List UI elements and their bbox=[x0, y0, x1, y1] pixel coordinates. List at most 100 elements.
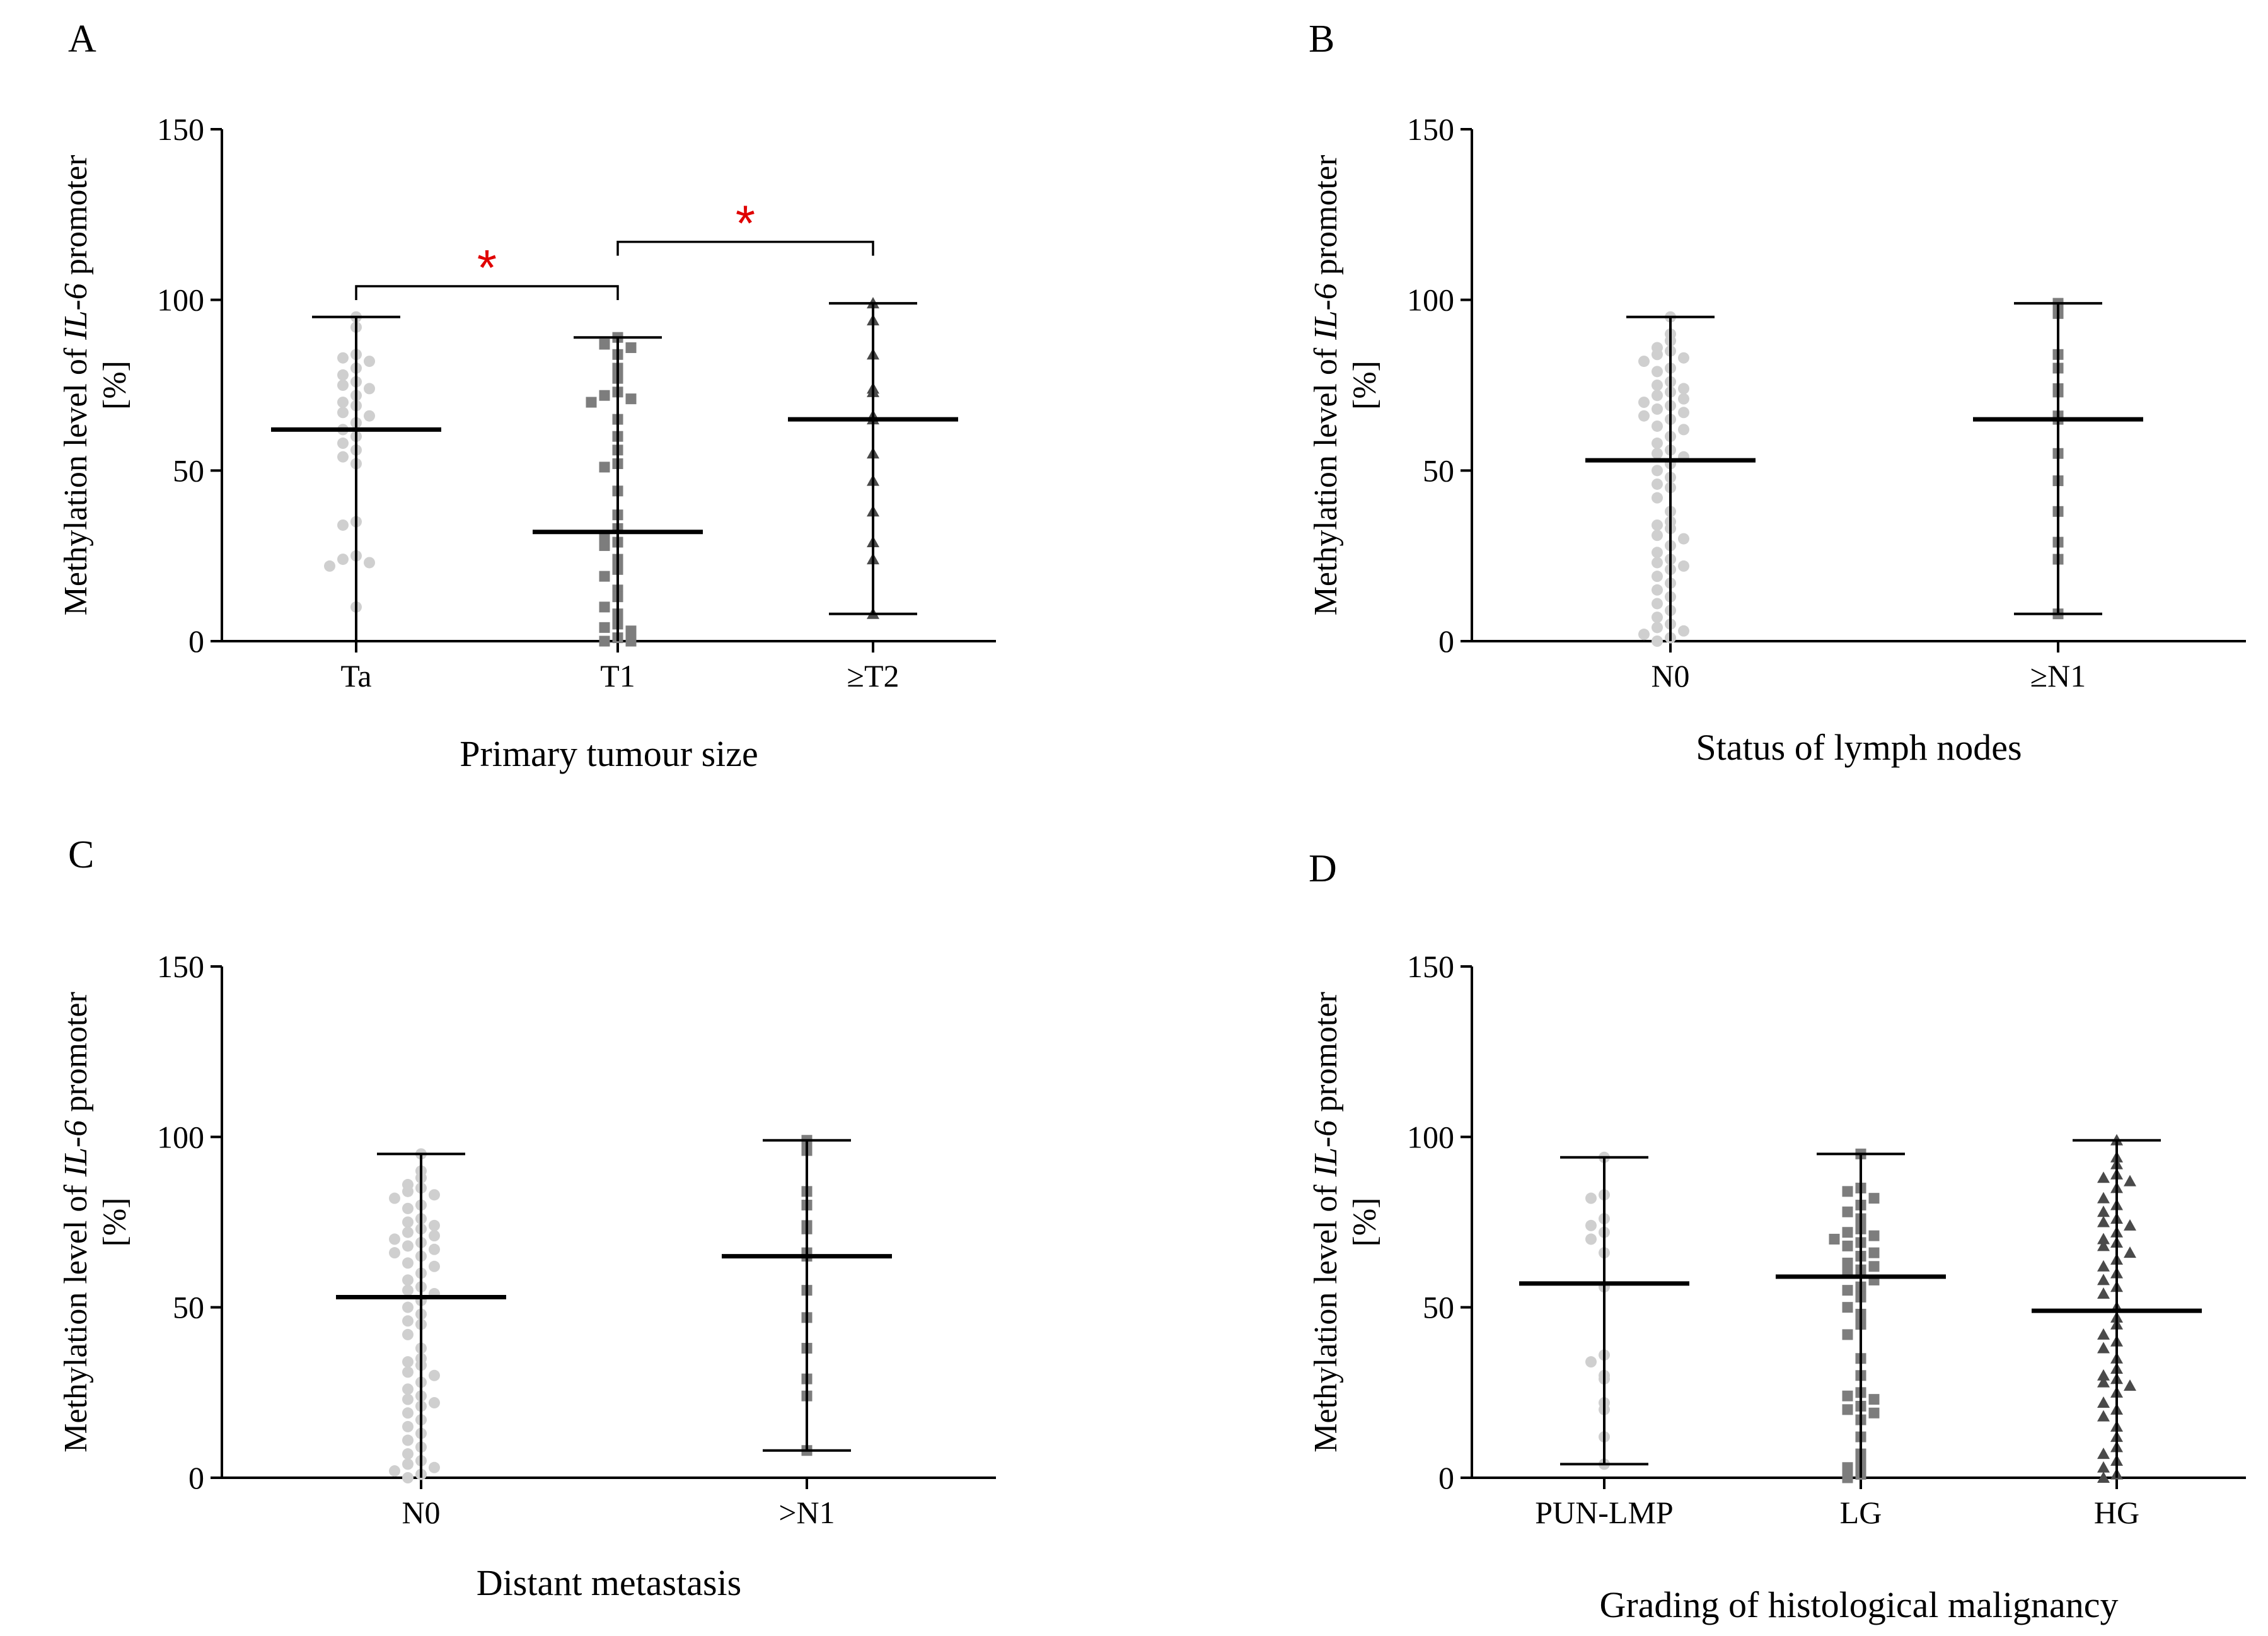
data-point bbox=[625, 342, 637, 353]
data-point bbox=[599, 390, 610, 401]
data-point bbox=[429, 1219, 440, 1231]
data-point bbox=[1842, 1302, 1853, 1313]
data-point bbox=[1585, 1219, 1597, 1231]
data-point bbox=[2097, 1447, 2110, 1459]
data-point bbox=[1678, 533, 1689, 545]
y-tick-label: 100 bbox=[157, 1119, 204, 1154]
data-point bbox=[1868, 1261, 1880, 1272]
panel-a: A 0 50 100 150 Methylation level of IL-6 prom… bbox=[58, 18, 996, 774]
bracket-line bbox=[616, 240, 874, 256]
x-category-label: >N1 bbox=[778, 1495, 835, 1530]
data-point bbox=[2097, 1260, 2110, 1272]
data-point bbox=[429, 1461, 440, 1473]
data-point bbox=[429, 1230, 440, 1242]
data-point bbox=[429, 1243, 440, 1255]
data-point bbox=[389, 1247, 400, 1259]
data-point bbox=[1652, 465, 1663, 477]
y-tick-label: 0 bbox=[1438, 624, 1454, 659]
data-point bbox=[337, 369, 349, 381]
panel-letter-d: D bbox=[1309, 847, 1337, 890]
x-category-label: HG bbox=[2094, 1495, 2139, 1530]
data-point bbox=[1868, 1407, 1880, 1418]
data-point bbox=[337, 554, 349, 566]
y-tick-label: 100 bbox=[157, 282, 204, 318]
y-tick-label: 150 bbox=[1407, 112, 1454, 147]
data-point bbox=[599, 635, 610, 647]
data-point bbox=[1652, 547, 1663, 559]
data-point bbox=[402, 1434, 414, 1446]
data-point bbox=[429, 1369, 440, 1381]
y-axis-label: Methylation level of IL-6 promoter bbox=[1308, 992, 1344, 1453]
data-point bbox=[1652, 366, 1663, 378]
data-point bbox=[402, 1315, 414, 1327]
data-point bbox=[1842, 1227, 1853, 1238]
data-point bbox=[586, 397, 597, 408]
x-category-label: T1 bbox=[600, 658, 635, 693]
data-point bbox=[1842, 1257, 1853, 1268]
data-point bbox=[429, 1260, 440, 1272]
data-point bbox=[2124, 1175, 2136, 1186]
data-point bbox=[1585, 1192, 1597, 1204]
data-point bbox=[1652, 448, 1663, 460]
panel-letter-b: B bbox=[1309, 18, 1334, 61]
data-point bbox=[1652, 478, 1663, 490]
data-point bbox=[2097, 1205, 2110, 1217]
x-category-label: N0 bbox=[1651, 658, 1689, 693]
data-point bbox=[364, 356, 375, 368]
data-point bbox=[337, 451, 349, 463]
panel-c: C 0 50 100 150 Methylation level of IL-6 prom… bbox=[58, 833, 996, 1603]
data-point bbox=[1585, 1233, 1597, 1245]
data-point bbox=[1678, 424, 1689, 436]
data-point bbox=[1638, 629, 1650, 641]
data-point bbox=[402, 1240, 414, 1252]
data-point bbox=[1829, 1234, 1840, 1245]
y-tick-label: 0 bbox=[188, 624, 204, 659]
data-point bbox=[402, 1472, 414, 1483]
data-point bbox=[1652, 557, 1663, 569]
group-2: ≥T2 bbox=[788, 297, 958, 693]
data-point bbox=[1868, 1193, 1880, 1204]
x-axis-title: Distant metastasis bbox=[477, 1562, 741, 1603]
x-category-label: ≥T2 bbox=[847, 658, 900, 693]
data-point bbox=[364, 383, 375, 395]
data-point bbox=[389, 1465, 400, 1477]
data-point bbox=[599, 339, 610, 350]
data-point bbox=[429, 1189, 440, 1201]
data-point bbox=[2097, 1471, 2110, 1483]
x-category-label: LG bbox=[1840, 1495, 1882, 1530]
data-point bbox=[1842, 1240, 1853, 1251]
y-tick-label: 100 bbox=[1407, 1119, 1454, 1154]
data-point bbox=[1638, 397, 1650, 409]
y-tick-label: 100 bbox=[1407, 282, 1454, 318]
data-point bbox=[2097, 1410, 2110, 1422]
data-point bbox=[402, 1216, 414, 1228]
data-point bbox=[402, 1448, 414, 1460]
data-point bbox=[2097, 1342, 2110, 1354]
x-category-label: ≥N1 bbox=[2030, 658, 2086, 693]
y-tick-label: 50 bbox=[173, 1290, 204, 1325]
data-point bbox=[1842, 1285, 1853, 1296]
data-point bbox=[2097, 1376, 2110, 1388]
data-point bbox=[402, 1284, 414, 1296]
y-axis-label: Methylation level of IL-6 promoter bbox=[58, 155, 94, 616]
data-point bbox=[1842, 1472, 1853, 1483]
data-point bbox=[402, 1393, 414, 1405]
data-point bbox=[2097, 1369, 2110, 1381]
data-point bbox=[2124, 1219, 2136, 1231]
data-point bbox=[1652, 612, 1663, 624]
data-point bbox=[389, 1233, 400, 1245]
significance-bracket: * bbox=[616, 195, 874, 256]
data-point bbox=[2124, 1379, 2136, 1391]
data-point bbox=[1868, 1230, 1880, 1241]
data-point bbox=[1842, 1186, 1853, 1197]
panel-d: D 0 50 100 150 Methylation level of IL-6 prom… bbox=[1308, 847, 2246, 1625]
data-point bbox=[2097, 1192, 2110, 1204]
data-point bbox=[364, 410, 375, 422]
y-tick-label: 0 bbox=[188, 1460, 204, 1495]
data-point bbox=[599, 601, 610, 613]
group-1: LG bbox=[1776, 1148, 1946, 1530]
significance-bracket: * bbox=[355, 240, 619, 301]
y-tick-label: 0 bbox=[1438, 1460, 1454, 1495]
data-point bbox=[1678, 393, 1689, 405]
